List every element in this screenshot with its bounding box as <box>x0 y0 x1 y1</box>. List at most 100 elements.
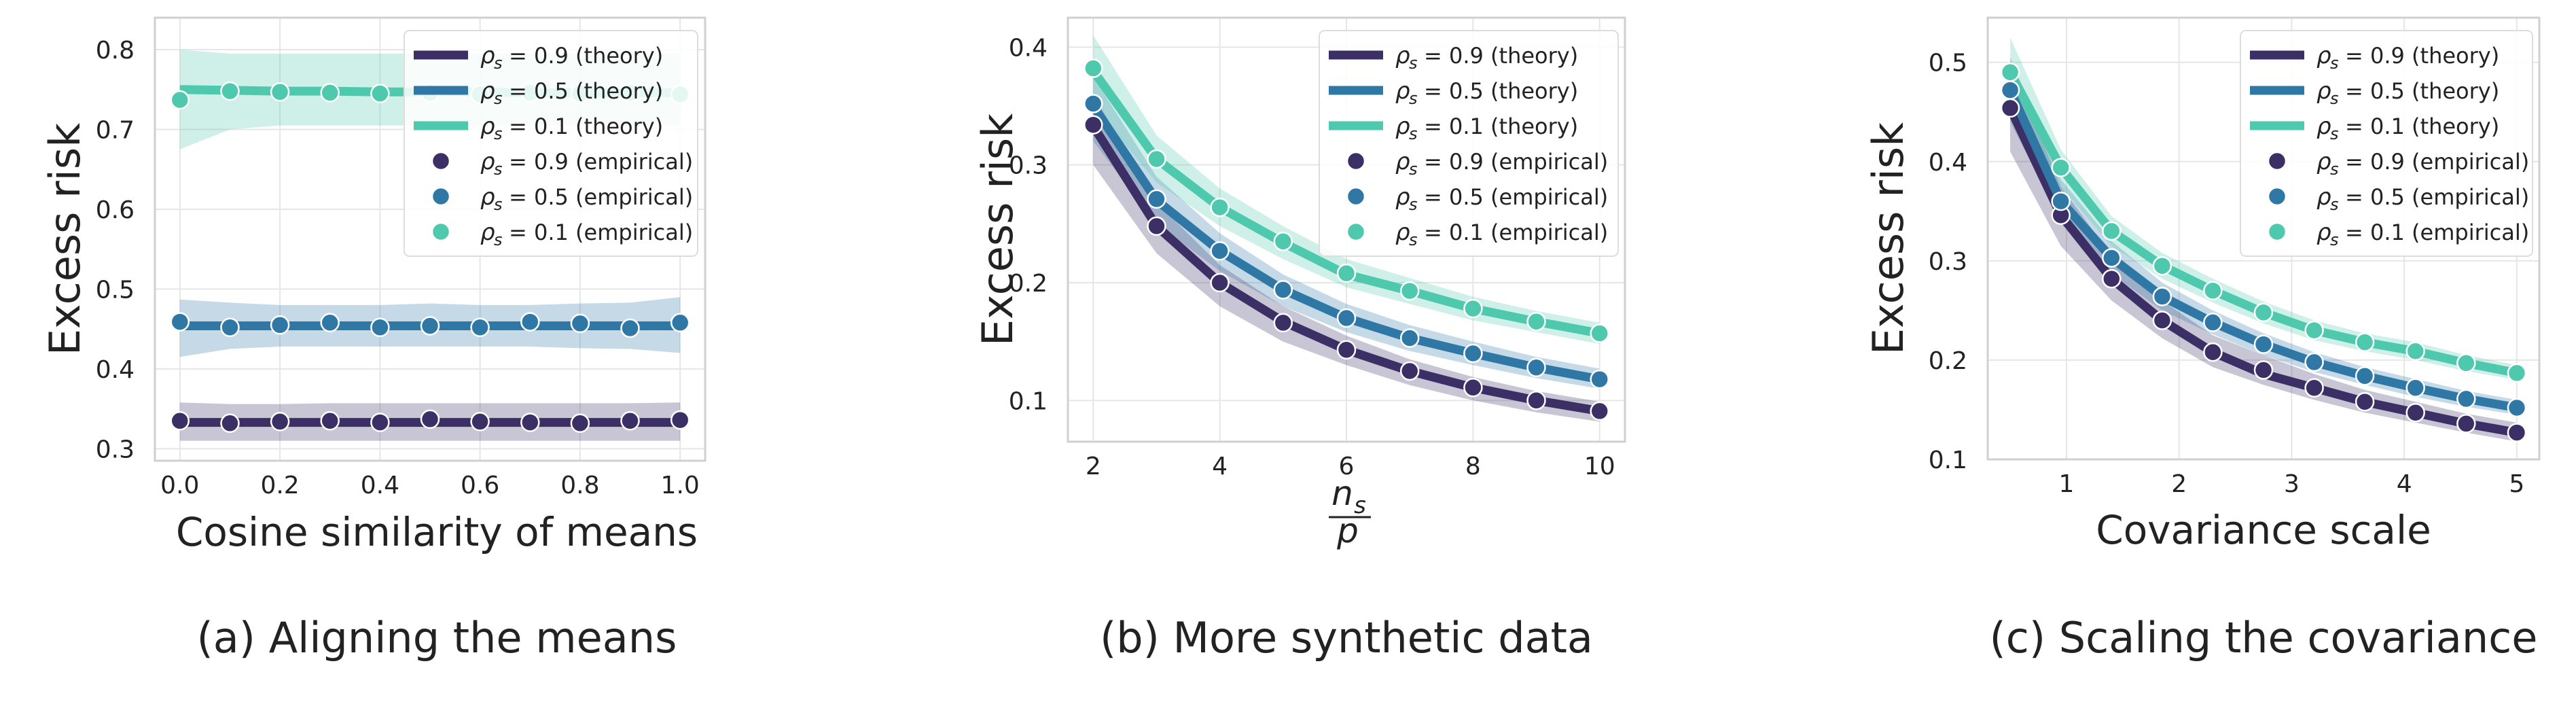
legend-subscript: s <box>494 230 503 249</box>
x-axis-label-denominator: p <box>1336 511 1359 550</box>
legend-rho: ρ <box>2316 113 2331 140</box>
legend-marker-swatch <box>1346 186 1366 207</box>
empirical-point <box>1210 241 1230 261</box>
empirical-point <box>2152 256 2172 276</box>
legend-box <box>1319 30 1619 257</box>
empirical-point <box>370 84 390 103</box>
empirical-point <box>320 313 340 333</box>
empirical-point <box>470 317 490 338</box>
empirical-point <box>2456 414 2476 434</box>
x-tick-label: 2 <box>1086 453 1101 480</box>
legend-subscript: s <box>2330 54 2339 73</box>
legend: ρs = 0.9 (theory)ρs = 0.5 (theory)ρs = 0.1 … <box>1319 30 1619 257</box>
empirical-point <box>2000 98 2020 118</box>
empirical-point <box>2102 221 2122 241</box>
legend-text: = 0.1 (theory) <box>1424 113 1578 139</box>
legend-text: = 0.1 (empirical) <box>2345 219 2529 245</box>
empirical-point <box>2405 341 2425 362</box>
empirical-point <box>1084 58 1103 78</box>
legend-marker-swatch <box>431 222 451 242</box>
empirical-point <box>2203 342 2223 362</box>
legend-box <box>2240 30 2533 257</box>
legend-text: = 0.9 (empirical) <box>509 149 693 175</box>
empirical-point <box>1399 328 1420 348</box>
empirical-point <box>620 318 640 338</box>
empirical-point <box>2405 403 2425 423</box>
empirical-point <box>1147 189 1166 209</box>
legend-subscript: s <box>1409 124 1418 143</box>
empirical-point <box>2102 248 2122 268</box>
empirical-point <box>270 315 290 335</box>
legend-rho: ρ <box>480 77 495 105</box>
legend-rho: ρ <box>480 113 495 140</box>
empirical-point <box>170 411 190 431</box>
legend-item-theory-0: ρs = 0.9 (theory) <box>2250 42 2499 73</box>
legend-rho: ρ <box>1395 219 1410 246</box>
legend-rho: ρ <box>1395 113 1410 140</box>
legend-box <box>404 30 698 257</box>
legend-rho: ρ <box>480 42 495 69</box>
legend-item-empirical-5: ρs = 0.1 (empirical) <box>2267 219 2529 249</box>
legend-text: = 0.1 (empirical) <box>509 219 693 245</box>
empirical-point <box>470 412 490 432</box>
y-tick-label: 0.4 <box>96 356 135 384</box>
legend-item-empirical-5: ρs = 0.1 (empirical) <box>431 219 693 249</box>
empirical-point <box>2253 302 2274 323</box>
legend-subscript: s <box>1409 230 1418 249</box>
empirical-point <box>1147 216 1166 236</box>
empirical-point <box>270 412 290 432</box>
legend-text: = 0.5 (empirical) <box>509 184 693 210</box>
empirical-point <box>2152 311 2172 330</box>
empirical-point <box>170 90 190 110</box>
x-tick-label: 4 <box>2397 470 2412 498</box>
legend-rho: ρ <box>2316 183 2331 211</box>
legend-subscript: s <box>494 195 503 214</box>
empirical-point <box>1336 263 1357 283</box>
legend-rho: ρ <box>2316 219 2331 246</box>
legend-subscript: s <box>1409 89 1418 108</box>
legend-rho: ρ <box>480 148 495 175</box>
legend-text: = 0.9 (theory) <box>509 43 663 69</box>
panel-caption: (a) Aligning the means <box>197 613 677 663</box>
empirical-point <box>2051 191 2071 211</box>
x-tick-label: 0.6 <box>461 472 499 499</box>
legend-text: = 0.5 (theory) <box>2345 78 2499 104</box>
plot-frame <box>1986 16 2541 461</box>
x-tick-label: 10 <box>1584 453 1615 480</box>
legend-marker-swatch <box>1346 151 1366 171</box>
legend-item-theory-1: ρs = 0.5 (theory) <box>414 77 663 108</box>
y-tick-label: 0.2 <box>1009 270 1048 298</box>
legend-rho: ρ <box>2316 42 2331 69</box>
empirical-point <box>570 313 590 334</box>
empirical-point <box>1463 298 1483 319</box>
legend-item-empirical-5: ρs = 0.1 (empirical) <box>1346 219 1608 249</box>
empirical-point <box>2355 332 2375 352</box>
legend-item-theory-0: ρs = 0.9 (theory) <box>414 42 663 73</box>
x-axis-label-subscript: s <box>1354 492 1366 519</box>
legend-item-theory-1: ρs = 0.5 (theory) <box>1329 77 1578 108</box>
legend-item-empirical-3: ρs = 0.9 (empirical) <box>2267 148 2529 179</box>
empirical-point <box>2507 398 2527 418</box>
empirical-point <box>1463 378 1483 398</box>
x-tick-label: 8 <box>1465 453 1481 480</box>
x-tick-label: 0.0 <box>160 472 199 499</box>
legend-marker-swatch <box>2267 151 2287 171</box>
x-axis-label: Covariance scale <box>2096 507 2431 553</box>
empirical-point <box>2000 80 2020 100</box>
x-tick-label: 0.4 <box>361 472 399 499</box>
empirical-point <box>1273 280 1293 300</box>
empirical-point <box>370 412 390 432</box>
empirical-point <box>2304 320 2324 340</box>
legend-subscript: s <box>2330 160 2339 179</box>
x-tick-label: 0.2 <box>260 472 299 499</box>
legend: ρs = 0.9 (theory)ρs = 0.5 (theory)ρs = 0.1 … <box>404 30 698 257</box>
x-tick-label: 6 <box>1339 453 1355 480</box>
empirical-point <box>520 412 540 432</box>
y-tick-label: 0.1 <box>1009 387 1048 415</box>
legend-marker-swatch <box>2267 186 2287 207</box>
empirical-point <box>670 313 690 333</box>
empirical-point <box>220 413 240 434</box>
empirical-point <box>1463 343 1483 364</box>
legend-item-theory-2: ρs = 0.1 (theory) <box>2250 113 2499 143</box>
empirical-point <box>2203 313 2223 332</box>
